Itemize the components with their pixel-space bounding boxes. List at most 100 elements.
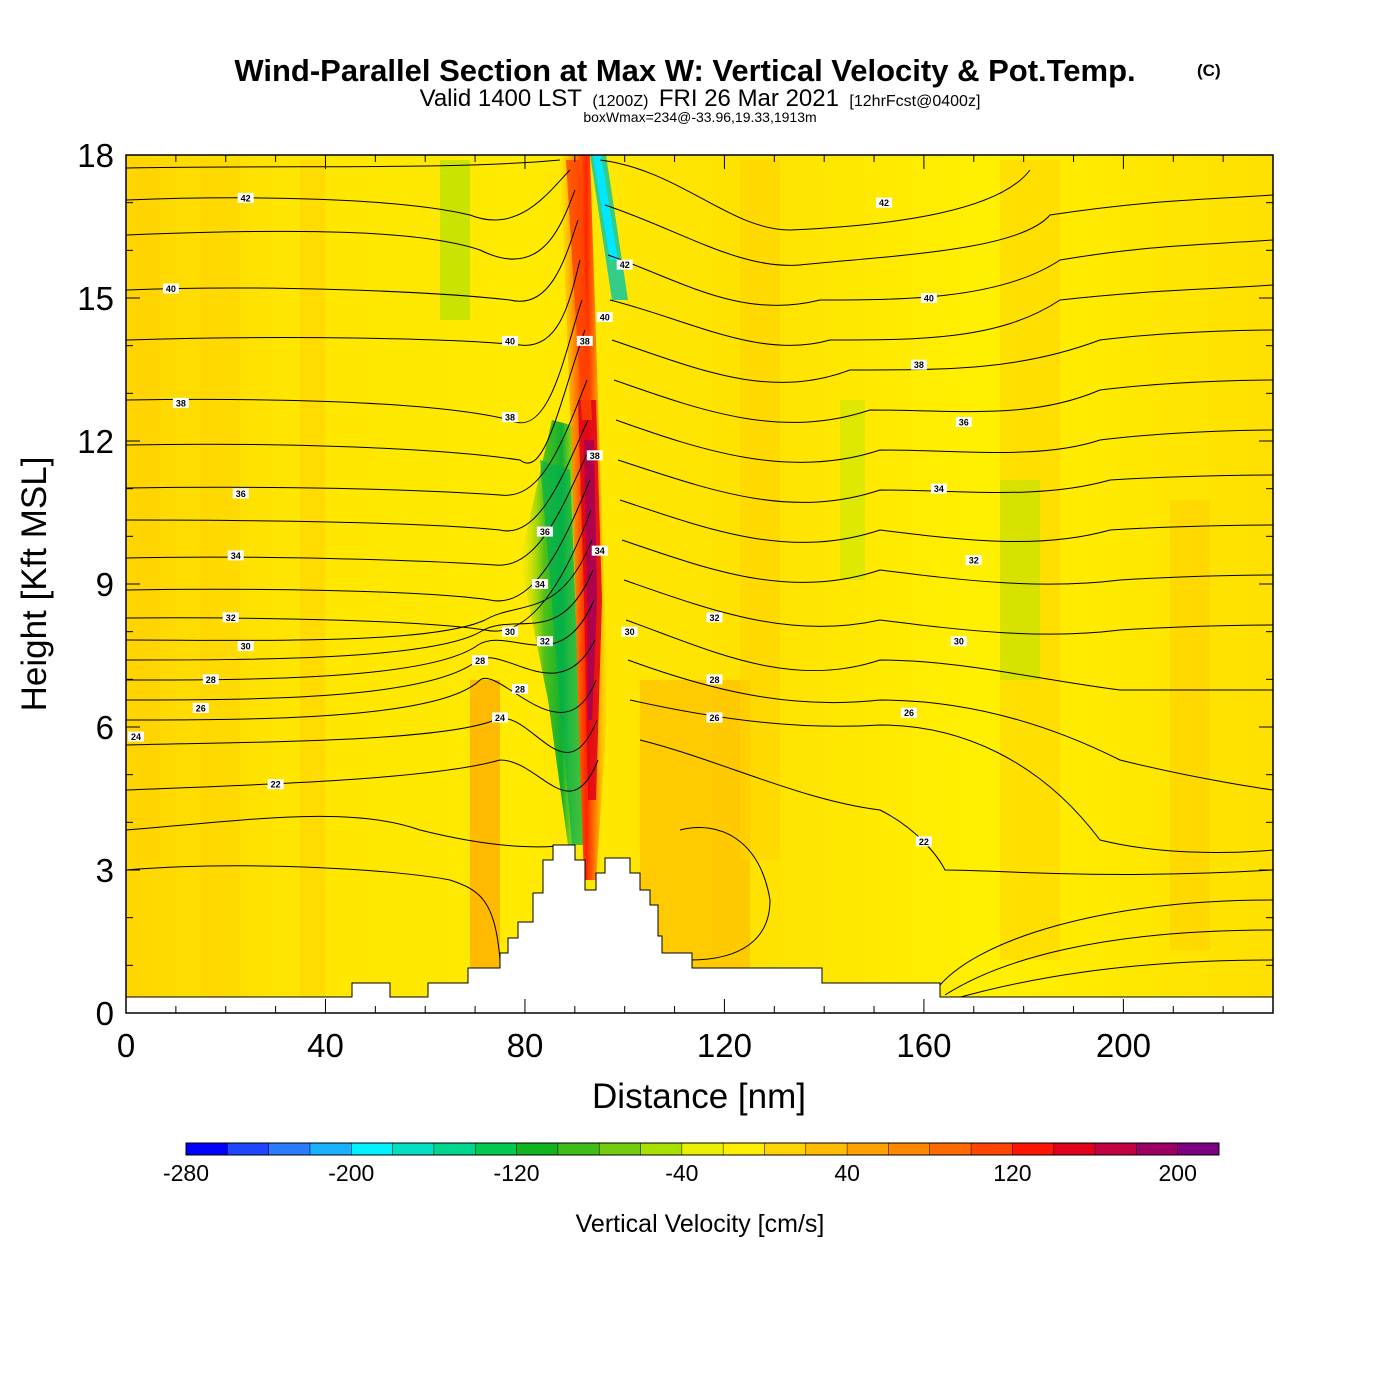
theta-contour-label: 40 [501, 335, 518, 346]
theta-contour-label: 34 [227, 550, 244, 561]
svg-text:22: 22 [271, 780, 281, 790]
svg-text:26: 26 [709, 713, 719, 723]
theta-contour-label: 28 [511, 683, 528, 694]
theta-contour-label: 30 [501, 626, 518, 637]
colorbar: -280 -200 -120 -40 40 120 200 [163, 1142, 1220, 1186]
svg-text:32: 32 [969, 556, 979, 566]
colorbar-tick-label: 120 [993, 1160, 1031, 1186]
colorbar-swatch [1136, 1143, 1179, 1155]
theta-contour-label: 38 [501, 412, 518, 423]
chart-title: Wind-Parallel Section at Max W: Vertical… [234, 53, 1135, 88]
svg-text:30: 30 [241, 641, 251, 651]
svg-text:40: 40 [505, 336, 515, 346]
svg-text:40: 40 [166, 284, 176, 294]
theta-contour-label: 42 [616, 259, 633, 270]
svg-text:26: 26 [196, 703, 206, 713]
svg-text:40: 40 [924, 294, 934, 304]
theta-contour-label: 38 [576, 335, 593, 346]
forecast-label: [12hrFcst@0400z] [849, 93, 980, 110]
svg-text:26: 26 [904, 708, 914, 718]
copyright-mark: (C) [1197, 61, 1221, 80]
theta-contour-label: 36 [955, 416, 972, 427]
svg-text:36: 36 [540, 527, 550, 537]
svg-text:30: 30 [625, 627, 635, 637]
colorbar-tick-label: -40 [665, 1160, 698, 1186]
colorbar-tick-label: -120 [494, 1160, 540, 1186]
y-axis-label: Height [Kft MSL] [15, 457, 54, 712]
theta-contour-label: 34 [930, 483, 947, 494]
y-tick-label: 6 [96, 709, 114, 746]
svg-text:32: 32 [540, 637, 550, 647]
svg-text:30: 30 [954, 637, 964, 647]
theta-contour-label: 28 [202, 674, 219, 685]
svg-text:34: 34 [231, 551, 241, 561]
svg-text:34: 34 [934, 484, 944, 494]
terrain [125, 844, 1274, 1014]
svg-text:28: 28 [709, 675, 719, 685]
colorbar-swatch [723, 1143, 765, 1155]
svg-text:34: 34 [595, 546, 605, 556]
svg-text:24: 24 [131, 732, 141, 742]
colorbar-tick-label: 200 [1158, 1160, 1196, 1186]
x-tick-label: 40 [307, 1027, 344, 1064]
colorbar-swatch [433, 1143, 476, 1155]
theta-contour-label: 32 [536, 636, 553, 647]
svg-text:38: 38 [505, 413, 515, 423]
y-tick-label: 0 [96, 995, 114, 1032]
colorbar-frame [185, 1142, 1220, 1156]
colorbar-swatch [351, 1143, 394, 1155]
valid-prefix: Valid 1400 LST [420, 85, 583, 112]
theta-contour-label: 38 [172, 397, 189, 408]
valid-line: Valid 1400 LST (1200Z) FRI 26 Mar 2021 [… [420, 85, 981, 112]
valid-utc: (1200Z) [592, 93, 648, 110]
theta-contour-label: 42 [876, 197, 893, 208]
theta-contour-label: 38 [910, 359, 927, 370]
theta-contour-label: 30 [950, 636, 967, 647]
colorbar-swatch [1053, 1143, 1096, 1155]
y-tick-label: 9 [96, 566, 114, 603]
colorbar-swatch [847, 1143, 889, 1155]
theta-contour-label: 40 [162, 283, 179, 294]
svg-text:40: 40 [600, 313, 610, 323]
svg-text:38: 38 [580, 336, 590, 346]
colorbar-swatch [681, 1143, 724, 1155]
svg-text:28: 28 [206, 675, 216, 685]
colorbar-swatch [971, 1143, 1013, 1155]
theta-contour-label: 40 [920, 293, 937, 304]
theta-contour-label: 36 [232, 488, 249, 499]
colorbar-swatch [392, 1143, 435, 1155]
theta-contour-label: 28 [472, 655, 489, 666]
theta-contour-label: 36 [536, 526, 553, 537]
x-tick-label: 80 [507, 1027, 544, 1064]
theta-contour-label: 40 [596, 312, 613, 323]
svg-text:38: 38 [590, 451, 600, 461]
colorbar-swatch [557, 1143, 600, 1155]
svg-text:36: 36 [236, 489, 246, 499]
theta-contour-label: 30 [621, 626, 638, 637]
colorbar-swatch [186, 1143, 228, 1155]
x-tick-label: 160 [896, 1027, 951, 1064]
theta-contour-label: 34 [591, 545, 608, 556]
svg-text:22: 22 [919, 837, 929, 847]
colorbar-swatch [227, 1143, 270, 1155]
svg-text:32: 32 [709, 613, 719, 623]
plot-area [126, 155, 1273, 1013]
colorbar-tick-label: 40 [834, 1160, 860, 1186]
colorbar-swatch [929, 1143, 972, 1155]
svg-text:28: 28 [475, 656, 485, 666]
theta-contour-label: 24 [492, 712, 509, 723]
theta-contour-label: 32 [965, 555, 982, 566]
colorbar-swatch [309, 1143, 352, 1155]
x-tick-label: 200 [1096, 1027, 1151, 1064]
svg-text:28: 28 [515, 684, 525, 694]
y-tick-label: 18 [77, 137, 114, 174]
colorbar-swatch [1012, 1143, 1055, 1155]
colorbar-tick-label: -200 [328, 1160, 374, 1186]
y-tick-label: 3 [96, 852, 114, 889]
theta-contour-label: 32 [222, 612, 239, 623]
svg-text:34: 34 [535, 580, 545, 590]
theta-contour-label: 32 [706, 612, 723, 623]
svg-text:42: 42 [620, 260, 630, 270]
